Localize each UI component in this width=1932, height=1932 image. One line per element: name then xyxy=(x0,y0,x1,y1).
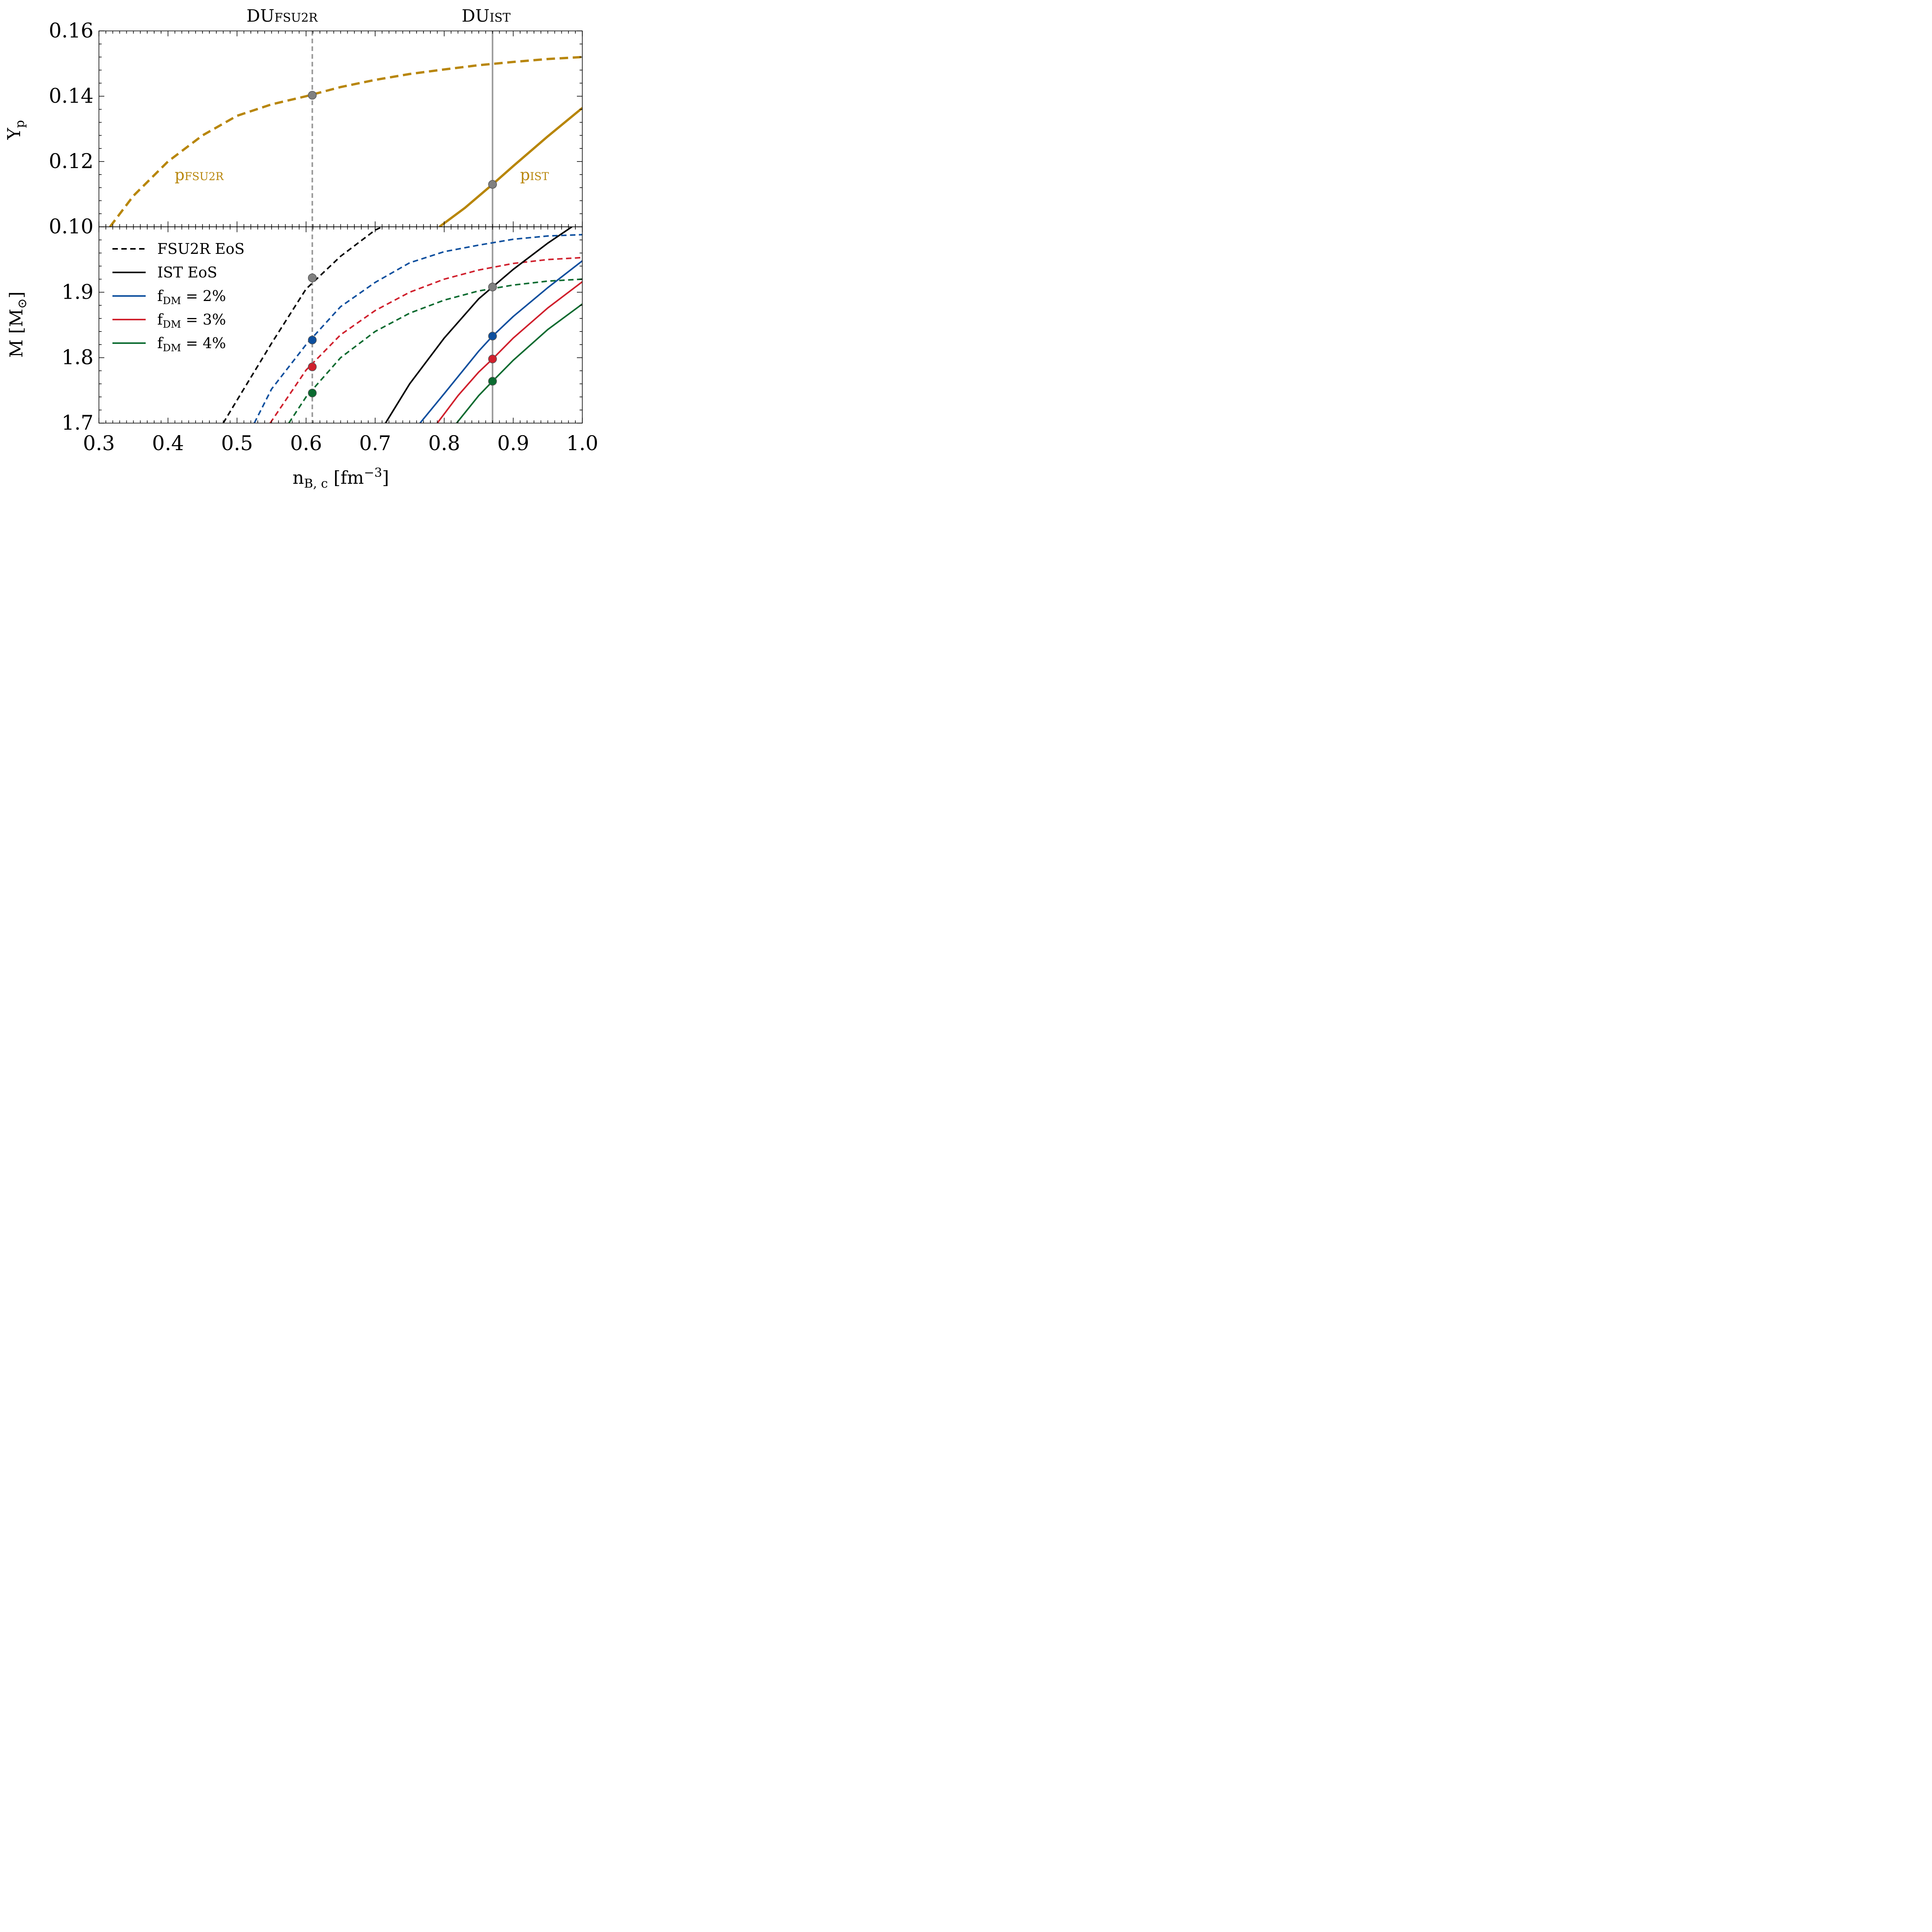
ticks-bottom xyxy=(99,226,583,423)
marker-bottom-4 xyxy=(488,282,497,292)
chart-svg: 0.16 0.14 0.12 0.10 1.9 1.8 1.70.3 0.4 0.5 0.6 0.… xyxy=(3,6,599,490)
y-tick-label: 1.8 xyxy=(61,346,94,369)
figure: 0.16 0.14 0.12 0.10 1.9 1.8 1.7 0.3 0.4 0.5 0.6 0.… xyxy=(0,0,600,490)
series-line-bottom-7 xyxy=(456,303,582,423)
x-tick-label: 0.7 xyxy=(359,432,391,455)
series-line-top-0 xyxy=(109,56,582,227)
x-tick-label: 1.0 xyxy=(566,432,599,455)
marker-top-0 xyxy=(308,91,317,100)
y-tick-label: 1.9 xyxy=(61,281,94,304)
x-tick-label: 0.8 xyxy=(428,432,460,455)
legend: FSU2R EoS IST EoS fDM = 2% fDM = 3% fDM = 4% xyxy=(112,240,245,354)
x-tick-label: 0.4 xyxy=(152,432,184,455)
legend-label: fDM = 4% xyxy=(157,335,226,354)
legend-label: fDM = 2% xyxy=(157,287,226,307)
series-line-bottom-6 xyxy=(437,281,582,423)
marker-bottom-7 xyxy=(488,377,497,386)
x-axis-label: nB, c [fm−3] xyxy=(293,465,389,490)
y-tick-label: 0.12 xyxy=(49,150,94,173)
series-line-top-1 xyxy=(439,107,582,227)
y-tick-label: 0.14 xyxy=(49,85,94,108)
axes-frame-top xyxy=(99,31,583,227)
panel-bottom: 1.9 1.8 1.70.3 0.4 0.5 0.6 0.7 0.8 0.9 1.0 FSU2R E… xyxy=(61,226,599,455)
marker-bottom-6 xyxy=(488,354,497,364)
marker-bottom-1 xyxy=(308,335,317,345)
x-tick-label: 0.3 xyxy=(83,432,115,455)
plot-area-top xyxy=(109,31,582,227)
legend-label: fDM = 3% xyxy=(157,311,226,330)
marker-top-1 xyxy=(488,180,497,189)
du-ist-label: DUIST xyxy=(462,6,511,26)
figure-labels: DUFSU2R DUIST pFSU2R pIST Yp M [M⊙] nB, … xyxy=(3,6,549,490)
marker-bottom-0 xyxy=(308,273,317,282)
marker-bottom-5 xyxy=(488,332,497,341)
series-line-bottom-5 xyxy=(419,260,582,423)
x-tick-label: 0.9 xyxy=(497,432,529,455)
y-axis-label-bottom: M [M⊙] xyxy=(6,291,29,358)
series-line-bottom-0 xyxy=(222,227,383,423)
ticks-top xyxy=(99,31,583,227)
x-tick-label: 0.5 xyxy=(221,432,253,455)
y-axis-label-top: Yp xyxy=(3,120,27,140)
marker-bottom-2 xyxy=(308,362,317,371)
marker-bottom-3 xyxy=(308,388,317,398)
du-fsu2r-label: DUFSU2R xyxy=(247,6,318,26)
x-tick-label: 0.6 xyxy=(290,432,322,455)
series-line-bottom-3 xyxy=(288,278,582,423)
series-line-bottom-1 xyxy=(253,234,582,423)
legend-label: IST EoS xyxy=(157,264,217,281)
annotation-p-ist: pIST xyxy=(520,166,549,184)
plot-area-bottom xyxy=(222,227,582,423)
y-tick-label: 0.10 xyxy=(49,215,94,238)
series-line-bottom-4 xyxy=(384,227,573,423)
panel-top: 0.16 0.14 0.12 0.10 xyxy=(49,19,583,238)
legend-label: FSU2R EoS xyxy=(157,240,245,257)
y-tick-label: 0.16 xyxy=(49,19,94,43)
y-tick-label: 1.7 xyxy=(61,412,94,435)
annotation-p-fsu2r: pFSU2R xyxy=(175,166,224,184)
